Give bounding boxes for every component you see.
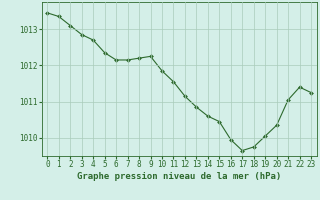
X-axis label: Graphe pression niveau de la mer (hPa): Graphe pression niveau de la mer (hPa) xyxy=(77,172,281,181)
